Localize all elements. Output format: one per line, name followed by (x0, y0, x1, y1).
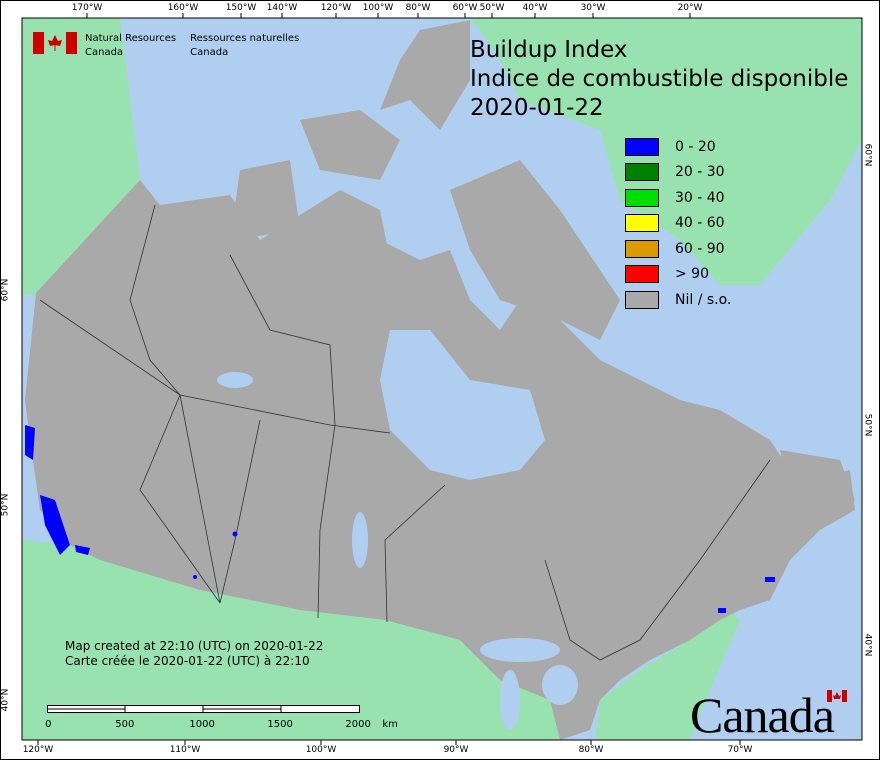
lon-tick-label: 50°W (479, 3, 505, 13)
lon-tick-label: 150°W (225, 3, 257, 13)
lon-tick-label: 110°W (169, 745, 201, 755)
created-fr: Carte créée le 2020-01-22 (UTC) à 22:10 (65, 654, 310, 668)
legend-swatch (625, 163, 659, 182)
legend-item: 0 - 20 (625, 134, 731, 160)
lat-tick-label: 50°N (862, 413, 873, 437)
scale-label: 1500 (267, 719, 293, 730)
legend-label: Nil / s.o. (675, 291, 732, 308)
lon-tick-label: 60°W (452, 3, 478, 13)
legend-swatch (625, 239, 659, 258)
legend-swatch (625, 214, 659, 233)
legend-item: Nil / s.o. (625, 287, 731, 313)
legend-item: 60 - 90 (625, 236, 731, 262)
newfoundland (780, 450, 855, 520)
lat-tick-label: 60°N (862, 143, 873, 167)
iceland (800, 25, 840, 95)
map-date: 2020-01-22 (470, 95, 604, 121)
canada-flag-icon (33, 32, 77, 54)
lon-tick-label: 170°W (71, 3, 103, 13)
agency-fr-line2: Canada (190, 47, 229, 58)
lon-tick-label: 40°W (522, 3, 548, 13)
legend-label: 30 - 40 (675, 189, 725, 206)
lon-tick-label: 120°W (320, 3, 352, 13)
victoria-island (260, 190, 390, 260)
lon-tick-label: 30°W (580, 3, 606, 13)
ellesmere-island (380, 20, 470, 130)
lon-tick-label: 140°W (266, 3, 298, 13)
great-slave-lake (217, 372, 253, 388)
hudson-bay (380, 330, 545, 480)
bui-0-20-areas (25, 425, 775, 613)
usa (22, 540, 560, 740)
greenland (470, 18, 862, 285)
nrcan-signature: Natural Resources Canada Ressources natur… (33, 32, 299, 60)
legend-label: 20 - 30 (675, 164, 725, 181)
legend-label: 0 - 20 (675, 138, 716, 155)
scale-label: 0 (45, 719, 52, 730)
lake-superior (480, 638, 560, 662)
usa-east (595, 610, 740, 740)
lake-winnipeg (352, 512, 368, 568)
lake-michigan (500, 670, 520, 730)
title-en: Buildup Index (470, 37, 628, 63)
legend-label: 40 - 60 (675, 215, 725, 232)
arctic-islands (300, 110, 400, 180)
legend-swatch (625, 265, 659, 284)
legend-item: 40 - 60 (625, 211, 731, 237)
canada-wordmark: Canada (690, 686, 847, 744)
baffin-island (450, 160, 620, 340)
alaska (22, 18, 140, 295)
lon-tick-label: 120°W (22, 745, 54, 755)
legend-swatch (625, 137, 659, 156)
legend: 0 - 20 20 - 30 30 - 40 40 - 60 60 - 90 > 90 Ni… (625, 134, 731, 313)
created-en: Map created at 22:10 (UTC) on 2020-01-22 (65, 639, 324, 653)
agency-en-line2: Canada (85, 47, 124, 58)
legend-item: 30 - 40 (625, 185, 731, 211)
lon-tick-label: 70°W (727, 745, 753, 755)
lat-tick-label: 40°N (862, 633, 873, 657)
lon-tick-label: 160°W (167, 3, 199, 13)
map-title: Buildup Index Indice de combustible disp… (470, 36, 848, 123)
lon-tick-label: 100°W (305, 745, 337, 755)
map-frame (21, 17, 863, 741)
legend-item: 20 - 30 (625, 160, 731, 186)
lake-huron (542, 665, 578, 705)
legend-swatch (625, 290, 659, 309)
lon-tick-label: 20°W (677, 3, 703, 13)
legend-swatch (625, 188, 659, 207)
creation-note: Map created at 22:10 (UTC) on 2020-01-22… (65, 639, 323, 669)
wordmark-text: Canada (690, 687, 835, 743)
legend-label: > 90 (675, 266, 709, 283)
lat-tick-label: 50°N (0, 493, 11, 517)
agency-en-line1: Natural Resources (85, 33, 177, 44)
lon-tick-label: 80°W (405, 3, 431, 13)
wordmark-flag-icon (827, 690, 847, 702)
legend-label: 60 - 90 (675, 240, 725, 257)
banks-island (230, 160, 300, 240)
lon-tick-label: 90°W (443, 745, 469, 755)
scale-label: 2000 (345, 719, 371, 730)
lon-tick-label: 100°W (362, 3, 394, 13)
scale-label: 1000 (189, 719, 215, 730)
tick-marks (37, 13, 741, 745)
title-fr: Indice de combustible disponible (470, 66, 849, 92)
lat-tick-label: 40°N (0, 688, 11, 712)
province-borders (39, 204, 771, 661)
lat-tick-label: 60°N (0, 278, 11, 302)
scale-unit: km (382, 719, 398, 730)
lon-tick-label: 80°W (578, 745, 604, 755)
scale-label: 500 (115, 719, 135, 730)
agency-fr-line1: Ressources naturelles (190, 33, 300, 44)
legend-item: > 90 (625, 262, 731, 288)
scale-bar-graphic (47, 705, 360, 713)
